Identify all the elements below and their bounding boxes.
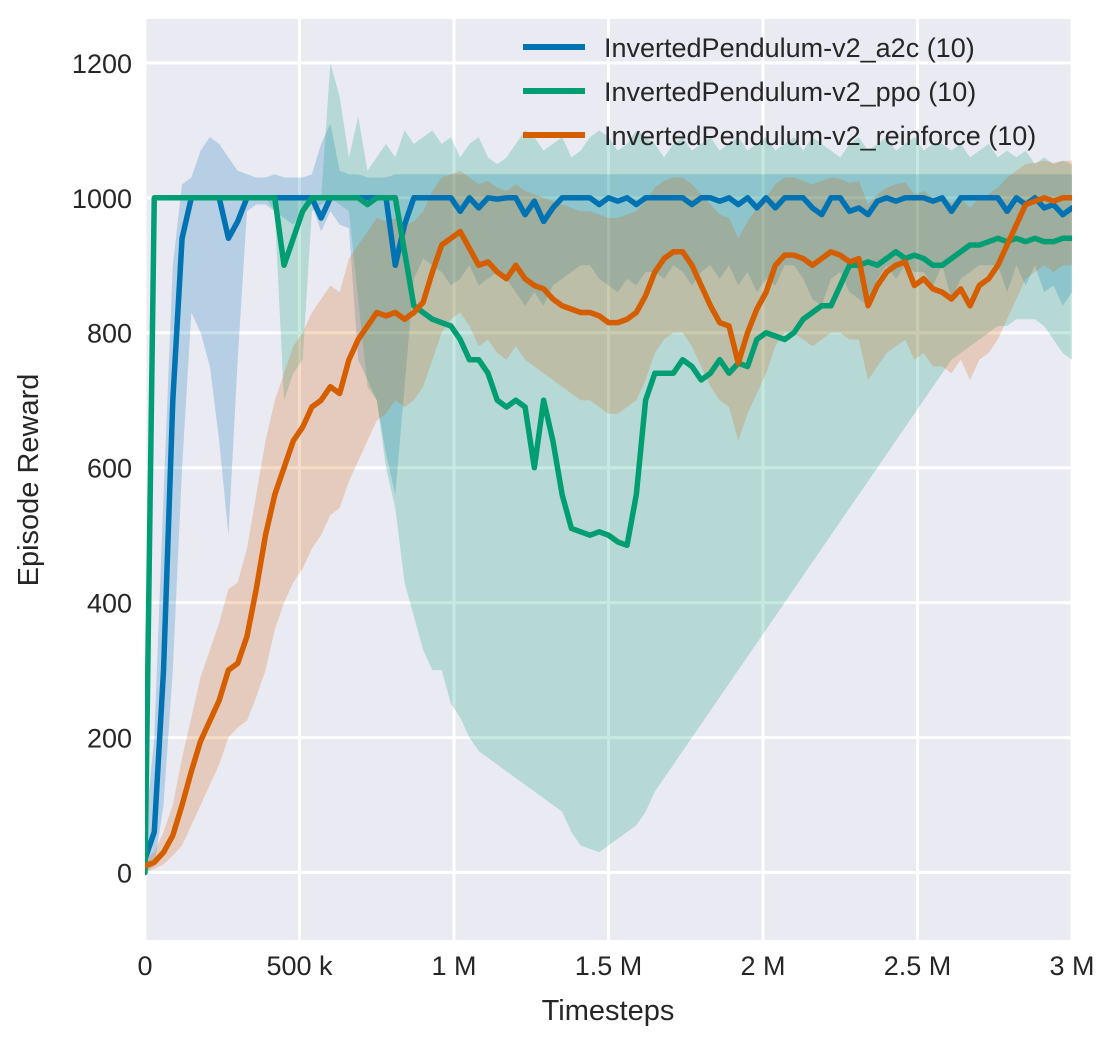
y-tick-label: 400 xyxy=(87,589,132,619)
legend-label-1: InvertedPendulum-v2_ppo (10) xyxy=(604,77,976,107)
chart-legend[interactable]: InvertedPendulum-v2_a2c (10) InvertedPend… xyxy=(523,33,1036,151)
band-series-1 xyxy=(145,62,1072,873)
x-axis-title: Timesteps xyxy=(542,995,675,1027)
x-tick-label: 3 M xyxy=(1049,951,1094,981)
legend-label-2: InvertedPendulum-v2_reinforce (10) xyxy=(604,121,1036,151)
line-series-1 xyxy=(145,195,1072,876)
y-axis-tick-labels: 0 200 400 600 800 1000 1200 xyxy=(72,49,132,889)
x-tick-label: 1.5 M xyxy=(575,951,643,981)
y-tick-label: 800 xyxy=(87,319,132,349)
x-axis-tick-labels: 0 500 k 1 M 1.5 M 2 M 2.5 M 3 M xyxy=(137,951,1094,981)
x-tick-label: 2 M xyxy=(740,951,785,981)
x-tick-label: 2.5 M xyxy=(884,951,952,981)
y-tick-label: 200 xyxy=(87,724,132,754)
line-series-0 xyxy=(145,195,1072,862)
y-tick-label: 0 xyxy=(117,859,132,889)
band-series-2 xyxy=(145,160,1072,873)
legend-label-0: InvertedPendulum-v2_a2c (10) xyxy=(604,33,975,63)
x-tick-label: 1 M xyxy=(431,951,476,981)
series-lines xyxy=(145,195,1072,876)
y-tick-label: 1000 xyxy=(72,184,132,214)
y-tick-label: 600 xyxy=(87,454,132,484)
x-tick-label: 0 xyxy=(137,951,152,981)
x-tick-label: 500 k xyxy=(266,951,333,981)
y-tick-label: 1200 xyxy=(72,49,132,79)
line-series-2 xyxy=(145,195,1072,869)
y-axis-title: Episode Reward xyxy=(13,374,45,587)
